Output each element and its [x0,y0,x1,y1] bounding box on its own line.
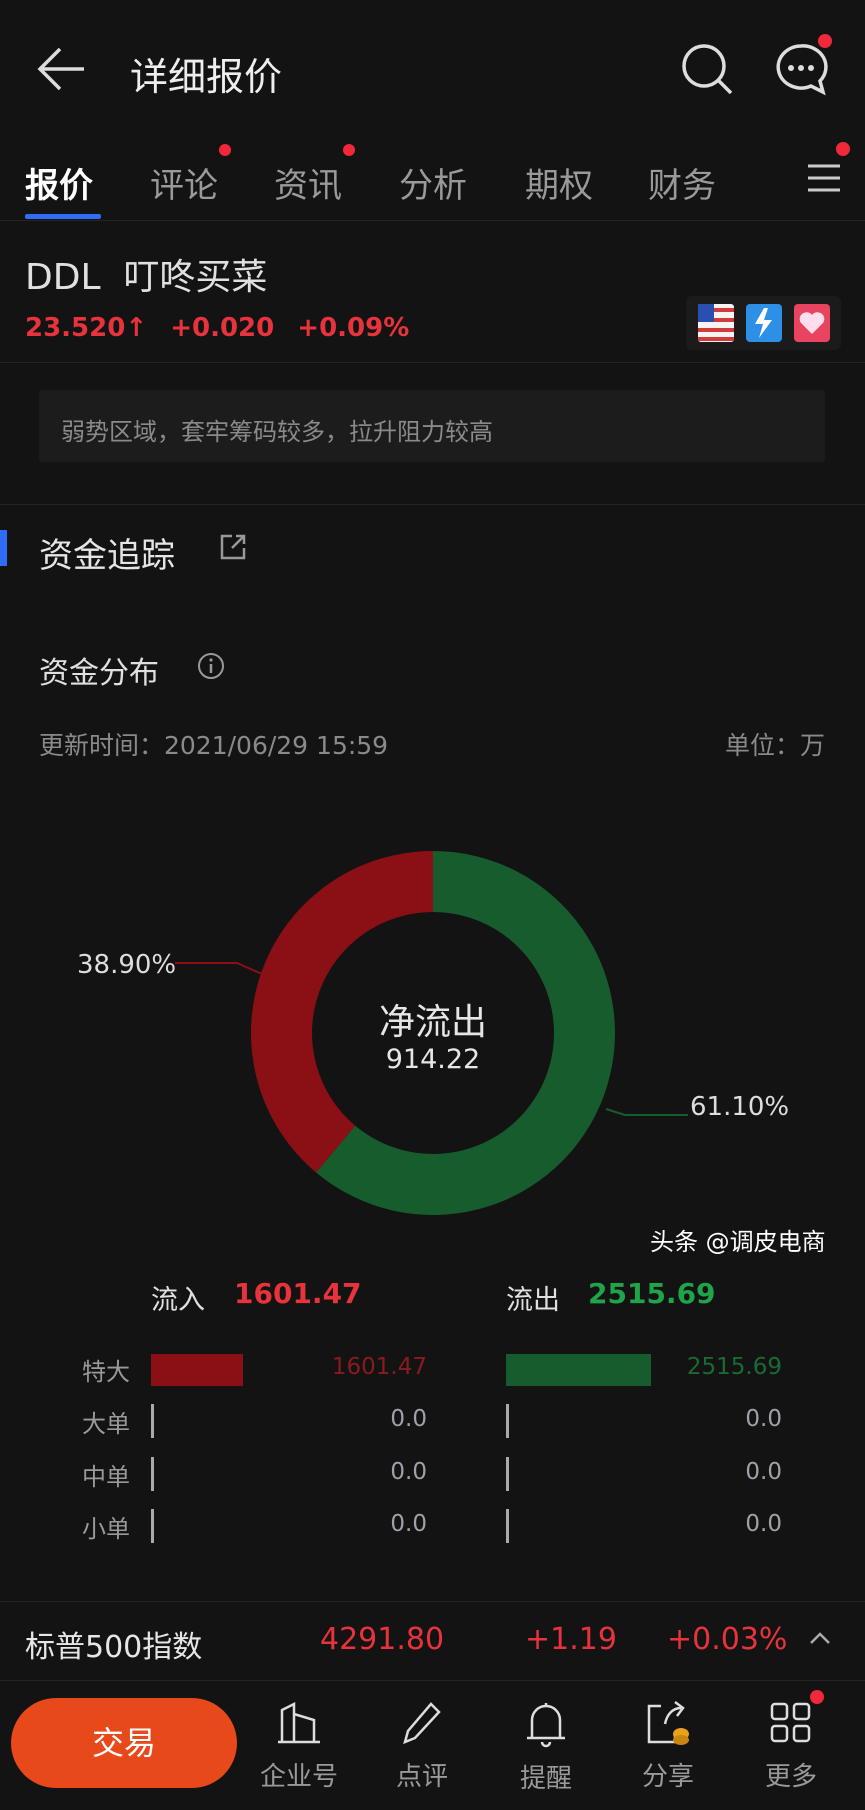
inflow-label: 流入 [151,1285,205,1316]
donut-slice [316,851,615,1215]
outflow-bar [506,1509,509,1543]
update-time: 更新时间：2021/06/29 15:59 [39,731,389,760]
slice-label-inflow: 38.90% [77,950,177,980]
inflow-bar [151,1404,154,1438]
notification-dot [810,1690,824,1704]
search-icon [682,44,733,95]
slice-leader-line [175,962,263,975]
heart-icon[interactable] [794,304,830,342]
slice-label-outflow: 61.10% [690,1092,790,1122]
unit-label: 单位：万 [724,731,825,760]
tab-news[interactable]: 资讯 [274,166,342,206]
section-marker [0,530,7,566]
inflow-value: 0.0 [390,1459,427,1485]
inflow-bar [151,1457,154,1491]
chat-bubble-icon [776,44,828,96]
inflow-value: 1601.47 [331,1354,427,1380]
index-row[interactable]: 标普500指数 4291.80 +1.19 +0.03% [0,1602,865,1680]
row-label: 大单 [82,1410,130,1438]
outflow-bar [506,1404,509,1438]
divider [0,220,865,221]
outflow-value: 0.0 [745,1459,782,1485]
row-label: 特大 [82,1358,130,1386]
price-row: 23.520↑ +0.020 +0.09% [25,313,409,343]
donut-slice [250,851,433,1173]
tab-options[interactable]: 期权 [525,166,593,206]
donut-chart [175,851,688,1215]
donut-center-title: 净流出 [378,1002,487,1043]
price-change: +0.020 [170,313,275,343]
outflow-bar [506,1354,651,1386]
search-button[interactable] [680,42,734,100]
inflow-value: 0.0 [390,1406,427,1432]
row-label: 中单 [82,1463,130,1491]
tab-badge-dot [219,144,231,156]
arrow-left-icon [37,47,84,91]
divider [0,362,865,363]
message-button[interactable] [774,34,832,100]
outflow-value: 0.0 [745,1406,782,1432]
menu-icon [808,164,840,192]
notification-dot [836,142,850,156]
section-title: 资金追踪 [39,536,175,576]
us-flag-icon[interactable] [698,304,734,342]
badge-group [686,296,841,350]
hint-text: 弱势区域，套牢筹码较多，拉升阻力较高 [61,418,493,446]
divider [0,1680,865,1681]
tabs-menu-button[interactable] [796,142,856,198]
nav-alert[interactable]: 提醒 [491,1700,601,1795]
inflow-bar [151,1354,244,1386]
inflow-bar [151,1509,154,1543]
back-button[interactable] [36,46,86,92]
chevron-up-icon[interactable] [808,1628,832,1648]
tab-analysis[interactable]: 分析 [399,166,467,206]
donut-center-value: 914.22 [385,1044,481,1075]
nav-enterprise[interactable]: 企业号 [244,1700,354,1793]
index-change: +1.19 [525,1622,617,1657]
trade-button[interactable]: 交易 [11,1698,237,1788]
stock-title: DDL 叮咚买菜 [25,248,267,300]
divider [0,504,865,505]
index-value: 4291.80 [320,1622,445,1657]
info-icon[interactable] [196,651,226,681]
nav-more[interactable]: 更多 [736,1690,846,1793]
slice-leader-line [605,1108,688,1116]
tab-badge-dot [343,144,355,156]
row-label: 小单 [82,1515,130,1543]
tab-active-indicator [25,214,101,219]
tab-finance[interactable]: 财务 [648,166,716,206]
pencil-icon [403,1702,441,1745]
inflow-total: 1601.47 [234,1277,362,1310]
outflow-value: 2515.69 [686,1354,782,1380]
index-name: 标普500指数 [25,1630,203,1665]
outflow-bar [506,1457,509,1491]
hint-box: 弱势区域，套牢筹码较多，拉升阻力较高 [39,390,825,462]
share-icon [647,1701,689,1745]
index-change-pct: +0.03% [667,1622,788,1657]
nav-review[interactable]: 点评 [367,1700,477,1793]
notification-dot [818,34,832,48]
stock-price: 23.520 [25,313,126,343]
nav-share[interactable]: 分享 [613,1700,723,1793]
divider [0,1601,865,1602]
lv2-icon[interactable] [746,304,782,342]
inflow-value: 0.0 [390,1511,427,1537]
bell-icon [527,1703,565,1748]
up-arrow-icon: ↑ [125,313,148,343]
tab-comments[interactable]: 评论 [150,166,218,206]
distribution-title: 资金分布 [39,656,159,691]
stock-name: 叮咚买菜 [123,257,268,298]
outflow-value: 0.0 [745,1511,782,1537]
tab-quote[interactable]: 报价 [25,166,93,206]
page-title: 详细报价 [130,55,283,99]
share-icon[interactable] [218,532,248,562]
building-icon [278,1701,320,1744]
outflow-label: 流出 [506,1285,560,1316]
watermark: 头条 @调皮电商 [650,1228,826,1256]
price-change-pct: +0.09% [297,313,410,343]
stock-code: DDL [25,257,101,298]
outflow-total: 2515.69 [588,1277,716,1310]
grid-icon [770,1702,811,1743]
